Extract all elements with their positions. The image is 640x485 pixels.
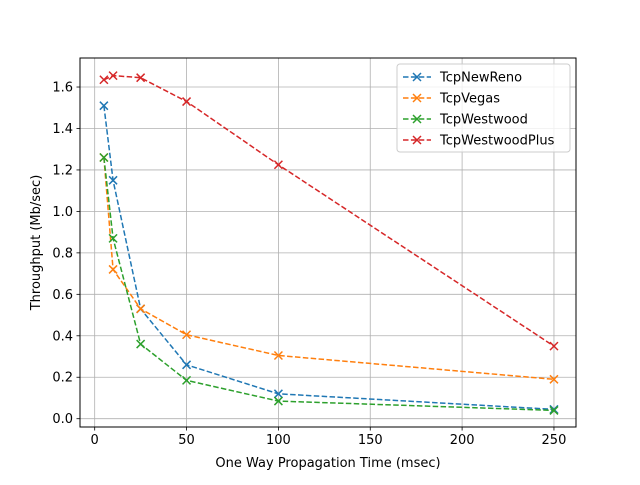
legend-box bbox=[396, 63, 571, 153]
y-axis-label: Throughput (Mb/sec) bbox=[29, 175, 44, 312]
legend-label: TcpWestwood bbox=[439, 113, 528, 128]
data-point-tcpwestwoodplus bbox=[549, 341, 559, 351]
data-point-tcpvegas bbox=[273, 350, 283, 361]
data-point-tcpnewreno bbox=[273, 389, 283, 399]
y-tick-label: 0.8 bbox=[52, 246, 73, 261]
data-point-tcpwestwood bbox=[99, 152, 109, 163]
data-point-tcpwestwoodplus bbox=[99, 75, 109, 85]
y-tick-label: 0.6 bbox=[52, 288, 73, 303]
data-point-tcpwestwood bbox=[108, 233, 118, 243]
legend-marker bbox=[412, 135, 422, 145]
x-tick-label: 150 bbox=[358, 433, 383, 448]
axis-ticks: 0 50 100 150 200 250 0.0 0.2 0.4 0.6 0.8 1.0 1.2 1.4 1… bbox=[52, 81, 566, 448]
data-point-tcpvegas bbox=[549, 374, 559, 384]
series-line-tcpvegas bbox=[103, 157, 555, 381]
data-point-tcpnewreno bbox=[108, 175, 118, 185]
legend-marker bbox=[412, 93, 422, 103]
data-point-tcpwestwood bbox=[273, 396, 283, 406]
legend-marker bbox=[412, 114, 422, 124]
data-point-tcpwestwood bbox=[182, 375, 192, 385]
legend-label: TcpWestwoodPlus bbox=[439, 134, 555, 149]
x-tick-label: 100 bbox=[266, 433, 291, 448]
data-point-tcpnewreno bbox=[182, 360, 192, 370]
y-tick-label: 1.2 bbox=[52, 163, 73, 178]
data-point-tcpwestwoodplus bbox=[182, 97, 192, 107]
legend-marker bbox=[412, 72, 422, 82]
y-tick-label: 0.2 bbox=[52, 371, 73, 386]
plot-frame bbox=[79, 57, 577, 428]
y-tick-label: 1.0 bbox=[52, 205, 73, 220]
series-line-tcpwestwood bbox=[103, 157, 554, 412]
x-tick-label: 0 bbox=[91, 433, 99, 448]
x-tick-label: 250 bbox=[542, 433, 567, 448]
series-tcpwestwood bbox=[99, 152, 559, 415]
series-tcpwestwoodplus bbox=[99, 71, 559, 351]
legend-label: TcpNewReno bbox=[439, 71, 522, 86]
data-point-tcpwestwood bbox=[136, 339, 146, 349]
data-point-tcpvegas bbox=[108, 264, 118, 274]
data-point-tcpvegas bbox=[136, 304, 146, 314]
y-tick-label: 0.0 bbox=[52, 412, 73, 427]
data-point-tcpwestwood bbox=[549, 405, 559, 415]
x-tick-label: 200 bbox=[450, 433, 475, 448]
legend: TcpNewReno TcpVegas TcpWestwood TcpWestwood… bbox=[396, 63, 571, 153]
y-tick-label: 0.4 bbox=[52, 329, 73, 344]
legend-item-tcpwestwood: TcpWestwood bbox=[403, 113, 528, 128]
series-layer bbox=[99, 71, 559, 415]
data-point-tcpwestwoodplus bbox=[273, 160, 283, 170]
data-point-tcpwestwoodplus bbox=[108, 71, 118, 81]
data-point-tcpnewreno bbox=[99, 101, 109, 111]
legend-label: TcpVegas bbox=[439, 92, 500, 107]
legend-item-tcpnewreno: TcpNewReno bbox=[403, 71, 522, 86]
x-tick-label: 50 bbox=[178, 433, 195, 448]
data-point-tcpwestwoodplus bbox=[136, 73, 146, 83]
x-axis-label: One Way Propagation Time (msec) bbox=[215, 456, 440, 471]
y-tick-label: 1.4 bbox=[52, 122, 73, 137]
y-tick-label: 1.6 bbox=[52, 81, 73, 96]
legend-item-tcpvegas: TcpVegas bbox=[403, 92, 500, 107]
legend-item-tcpwestwoodplus: TcpWestwoodPlus bbox=[403, 134, 555, 149]
data-point-tcpvegas bbox=[182, 330, 192, 340]
series-line-tcpnewreno bbox=[103, 105, 555, 411]
